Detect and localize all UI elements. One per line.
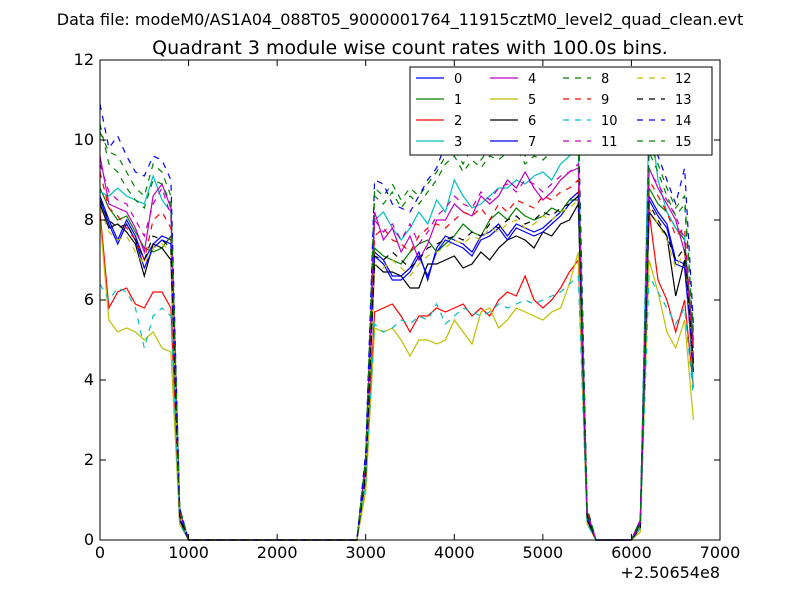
x-tick-label: 7000 [700,543,741,562]
y-tick-label: 4 [84,370,94,389]
series-line-6 [99,201,694,541]
y-tick-label: 6 [84,290,94,309]
series-line-11 [99,162,694,541]
legend-label-6: 6 [528,114,536,129]
x-tick-label: 2000 [257,543,298,562]
y-tick-label: 12 [74,50,94,69]
legend-label-14: 14 [675,114,692,129]
series-line-2 [99,211,694,541]
legend-label-5: 5 [528,93,536,108]
legend-label-12: 12 [675,72,692,87]
x-tick-label: 0 [95,543,105,562]
legend-label-9: 9 [601,93,609,108]
legend-label-7: 7 [528,135,536,150]
x-tick-label: 3000 [345,543,386,562]
x-tick-label: 1000 [168,543,209,562]
legend-label-1: 1 [454,93,462,108]
legend-label-4: 4 [528,72,536,87]
series-line-13 [99,194,694,541]
series-line-7 [99,194,694,541]
series-line-14 [99,103,694,541]
legend-label-13: 13 [675,93,692,108]
x-tick-label: 5000 [522,543,563,562]
y-tick-label: 10 [74,130,94,149]
series-line-12 [99,198,694,541]
legend-label-3: 3 [454,135,462,150]
y-tick-label: 0 [84,530,94,549]
x-tick-label: 4000 [434,543,475,562]
x-axis: 0 1000 2000 3000 4000 5000 6000 7000 [95,60,740,562]
series-line-3 [99,107,694,541]
series-line-10 [99,273,694,541]
series-line-0 [99,190,694,541]
legend-label-8: 8 [601,72,609,87]
series-line-8 [99,130,694,541]
y-tick-label: 2 [84,450,94,469]
legend-label-2: 2 [454,114,462,129]
legend-label-0: 0 [454,72,462,87]
series-line-9 [99,171,694,541]
x-offset-label: +2.50654e8 [620,563,720,582]
plot-area [99,103,694,541]
legend-label-15: 15 [675,135,692,150]
series-line-5 [99,219,694,541]
y-tick-label: 8 [84,210,94,229]
legend-label-10: 10 [601,114,618,129]
series-line-15 [99,123,694,541]
x-tick-label: 6000 [611,543,652,562]
suptitle: Data file: modeM0/AS1A04_088T05_90000017… [57,10,743,30]
chart-title: Quadrant 3 module wise count rates with … [152,37,668,59]
legend-box [409,66,713,156]
legend-label-11: 11 [601,135,618,150]
series-line-4 [99,155,694,541]
